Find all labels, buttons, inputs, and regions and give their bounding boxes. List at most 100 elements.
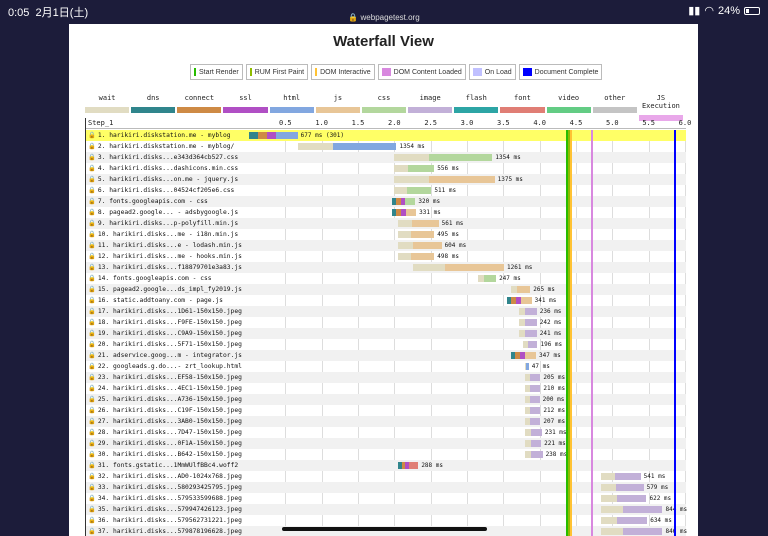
lock-icon: 🔒 [88, 396, 96, 403]
request-label[interactable]: 🔒 36. harikiri.disks...579562731221.jpeg [88, 516, 248, 524]
request-label[interactable]: 🔒 23. harikiri.disks...EF58-150x150.jpeg [88, 373, 248, 381]
request-label[interactable]: 🔒 18. harikiri.disks...F9FE-150x150.jpeg [88, 318, 248, 326]
waterfall-row[interactable]: 🔒 21. adservice.goog...m - integrator.js 3… [86, 350, 686, 361]
waterfall-row[interactable]: 🔒 12. harikiri.disks...me - hooks.min.js 4… [86, 251, 686, 262]
request-label[interactable]: 🔒 1. harikiri.diskstation.me - myblog [88, 131, 248, 139]
request-time-label: 205 ms [543, 374, 566, 381]
request-label[interactable]: 🔒 29. harikiri.disks...0F1A-150x150.jpeg [88, 439, 248, 447]
request-time-label: 1354 ms [495, 154, 521, 161]
request-label[interactable]: 🔒 19. harikiri.disks...C9A9-150x150.jpeg [88, 329, 248, 337]
request-label[interactable]: 🔒 12. harikiri.disks...me - hooks.min.js [88, 252, 248, 260]
wifi-icon: ◠ [704, 5, 714, 17]
type-legend-swatch [131, 107, 176, 113]
waterfall-row[interactable]: 🔒 22. googleads.g.do...- zrt_lookup.html 4… [86, 361, 686, 372]
waterfall-row[interactable]: 🔒 18. harikiri.disks...F9FE-150x150.jpeg 2… [86, 317, 686, 328]
request-label[interactable]: 🔒 15. pagead2.google...ds_impl_fy2019.js [88, 285, 248, 293]
request-label[interactable]: 🔒 8. pagead2.google... - adsbygoogle.js [88, 208, 248, 216]
request-label[interactable]: 🔒 6. harikiri.disks...04524cf205e6.css [88, 186, 248, 194]
waterfall-row[interactable]: 🔒 10. harikiri.disks...me - i18n.min.js 49… [86, 229, 686, 240]
waterfall-row[interactable]: 🔒 31. fonts.gstatic...1MmWUlfBBc4.woff2 28… [86, 460, 686, 471]
waterfall-row[interactable]: 🔒 30. harikiri.disks...B642-150x150.jpeg 2… [86, 449, 686, 460]
request-label[interactable]: 🔒 16. static.addtoany.com - page.js [88, 296, 248, 304]
timing-segment [397, 462, 402, 469]
request-label[interactable]: 🔒 22. googleads.g.do...- zrt_lookup.html [88, 362, 248, 370]
request-url: 21. adservice.goog...m - integrator.js [97, 352, 242, 359]
type-legend-swatch [177, 107, 222, 113]
request-label[interactable]: 🔒 13. harikiri.disks...f18879701e3a83.js [88, 263, 248, 271]
request-bar [429, 176, 495, 183]
request-label[interactable]: 🔒 28. harikiri.disks...7D47-150x150.jpeg [88, 428, 248, 436]
request-time-label: 241 ms [539, 330, 562, 337]
waterfall-row[interactable]: 🔒 19. harikiri.disks...C9A9-150x150.jpeg 2… [86, 328, 686, 339]
waterfall-row[interactable]: 🔒 14. fonts.googleapis.com - css 247 ms [86, 273, 686, 284]
waterfall-row[interactable]: 🔒 23. harikiri.disks...EF58-150x150.jpeg 2… [86, 372, 686, 383]
step-label: Step_1 [88, 119, 114, 127]
waterfall-row[interactable]: 🔒 36. harikiri.disks...579562731221.jpeg 6… [86, 515, 686, 526]
request-label[interactable]: 🔒 20. harikiri.disks...5F71-150x150.jpeg [88, 340, 248, 348]
waterfall-row[interactable]: 🔒 8. pagead2.google... - adsbygoogle.js 33… [86, 207, 686, 218]
waterfall-row[interactable]: 🔒 6. harikiri.disks...04524cf205e6.css 511… [86, 185, 686, 196]
request-label[interactable]: 🔒 21. adservice.goog...m - integrator.js [88, 351, 248, 359]
request-label[interactable]: 🔒 26. harikiri.disks...C19F-150x150.jpeg [88, 406, 248, 414]
home-indicator[interactable] [282, 527, 487, 531]
request-label[interactable]: 🔒 35. harikiri.disks...579947426123.jpeg [88, 505, 248, 513]
waterfall-row[interactable]: 🔒 7. fonts.googleapis.com - css 320 ms [86, 196, 686, 207]
address-bar[interactable]: 🔒 webpagetest.org [348, 13, 420, 22]
request-label[interactable]: 🔒 10. harikiri.disks...me - i18n.min.js [88, 230, 248, 238]
request-label[interactable]: 🔒 2. harikiri.diskstation.me - myblog/ [88, 142, 248, 150]
waterfall-row[interactable]: 🔒 25. harikiri.disks...A736-150x150.jpeg 2… [86, 394, 686, 405]
request-url: 20. harikiri.disks...5F71-150x150.jpeg [97, 341, 242, 348]
request-label[interactable]: 🔒 24. harikiri.disks...4EC1-150x150.jpeg [88, 384, 248, 392]
request-time-label: 556 ms [437, 165, 459, 172]
request-label[interactable]: 🔒 14. fonts.googleapis.com - css [88, 274, 248, 282]
request-label[interactable]: 🔒 7. fonts.googleapis.com - css [88, 197, 248, 205]
waterfall-row[interactable]: 🔒 24. harikiri.disks...4EC1-150x150.jpeg 2… [86, 383, 686, 394]
lock-icon: 🔒 [88, 319, 96, 326]
request-label[interactable]: 🔒 4. harikiri.disks...dashicons.min.css [88, 164, 248, 172]
timing-segment [257, 132, 267, 139]
waterfall-row[interactable]: 🔒 26. harikiri.disks...C19F-150x150.jpeg 2… [86, 405, 686, 416]
lock-icon: 🔒 [88, 418, 96, 425]
waterfall-row[interactable]: 🔒 32. harikiri.disks...AD0-1024x768.jpeg 5… [86, 471, 686, 482]
request-label[interactable]: 🔒 9. harikiri.disks...p-polyfill.min.js [88, 219, 248, 227]
waterfall-row[interactable]: 🔒 9. harikiri.disks...p-polyfill.min.js 56… [86, 218, 686, 229]
request-label[interactable]: 🔒 17. harikiri.disks...1D61-150x150.jpeg [88, 307, 248, 315]
lock-icon: 🔒 [88, 407, 96, 414]
request-label[interactable]: 🔒 34. harikiri.disks...579533599688.jpeg [88, 494, 248, 502]
request-label[interactable]: 🔒 33. harikiri.disks...580293425795.jpeg [88, 483, 248, 491]
waterfall-row[interactable]: 🔒 35. harikiri.disks...579947426123.jpeg 8… [86, 504, 687, 515]
request-label[interactable]: 🔒 5. harikiri.disks...on.me - jquery.js [88, 175, 248, 183]
waterfall-row[interactable]: 🔒 4. harikiri.disks...dashicons.min.css 55… [86, 163, 686, 174]
request-url: 1. harikiri.diskstation.me - myblog [97, 132, 231, 139]
waterfall-row[interactable]: 🔒 34. harikiri.disks...579533599688.jpeg 6… [86, 493, 686, 504]
request-label[interactable]: 🔒 37. harikiri.disks...579878196628.jpeg [88, 527, 248, 535]
waterfall-row[interactable]: 🔒 16. static.addtoany.com - page.js 341 ms [86, 295, 686, 306]
waterfall-row[interactable]: 🔒 27. harikiri.disks...3AB0-150x150.jpeg 2… [86, 416, 686, 427]
request-label[interactable]: 🔒 25. harikiri.disks...A736-150x150.jpeg [88, 395, 248, 403]
waterfall-row[interactable]: 🔒 37. harikiri.disks...579878196628.jpeg 8… [86, 526, 687, 536]
time-axis-tick: 1.5 [351, 119, 365, 127]
waterfall-row[interactable]: 🔒 33. harikiri.disks...580293425795.jpeg 5… [86, 482, 686, 493]
waterfall-row[interactable]: 🔒 11. harikiri.disks...e - lodash.min.js 6… [86, 240, 686, 251]
waterfall-row[interactable]: 🔒 29. harikiri.disks...0F1A-150x150.jpeg 2… [86, 438, 686, 449]
lock-icon: 🔒 [88, 517, 96, 524]
request-label[interactable]: 🔒 11. harikiri.disks...e - lodash.min.js [88, 241, 248, 249]
waterfall-row[interactable]: 🔒 17. harikiri.disks...1D61-150x150.jpeg 2… [86, 306, 686, 317]
request-label[interactable]: 🔒 31. fonts.gstatic...1MmWUlfBBc4.woff2 [88, 461, 248, 469]
waterfall-row[interactable]: 🔒 1. harikiri.diskstation.me - myblog 677 … [86, 130, 686, 141]
waterfall-row[interactable]: 🔒 2. harikiri.diskstation.me - myblog/135… [86, 141, 686, 152]
waterfall-row[interactable]: 🔒 15. pagead2.google...ds_impl_fy2019.js 2… [86, 284, 686, 295]
request-label[interactable]: 🔒 3. harikiri.disks...e343d364cb527.css [88, 153, 248, 161]
request-time-label: 498 ms [437, 253, 459, 260]
waterfall-row[interactable]: 🔒 20. harikiri.disks...5F71-150x150.jpeg 1… [86, 339, 686, 350]
request-label[interactable]: 🔒 30. harikiri.disks...B642-150x150.jpeg [88, 450, 248, 458]
request-bar [405, 209, 417, 216]
waterfall-row[interactable]: 🔒 3. harikiri.disks...e343d364cb527.css 13… [86, 152, 686, 163]
battery-percent: 24% [717, 4, 740, 17]
request-label[interactable]: 🔒 32. harikiri.disks...AD0-1024x768.jpeg [88, 472, 248, 480]
request-label[interactable]: 🔒 27. harikiri.disks...3AB0-150x150.jpeg [88, 417, 248, 425]
request-time-label: 212 ms [543, 407, 566, 414]
waterfall-row[interactable]: 🔒 28. harikiri.disks...7D47-150x150.jpeg 2… [86, 427, 686, 438]
waterfall-row[interactable]: 🔒 5. harikiri.disks...on.me - jquery.js 13… [86, 174, 686, 185]
waterfall-row[interactable]: 🔒 13. harikiri.disks...f18879701e3a83.js 1… [86, 262, 686, 273]
